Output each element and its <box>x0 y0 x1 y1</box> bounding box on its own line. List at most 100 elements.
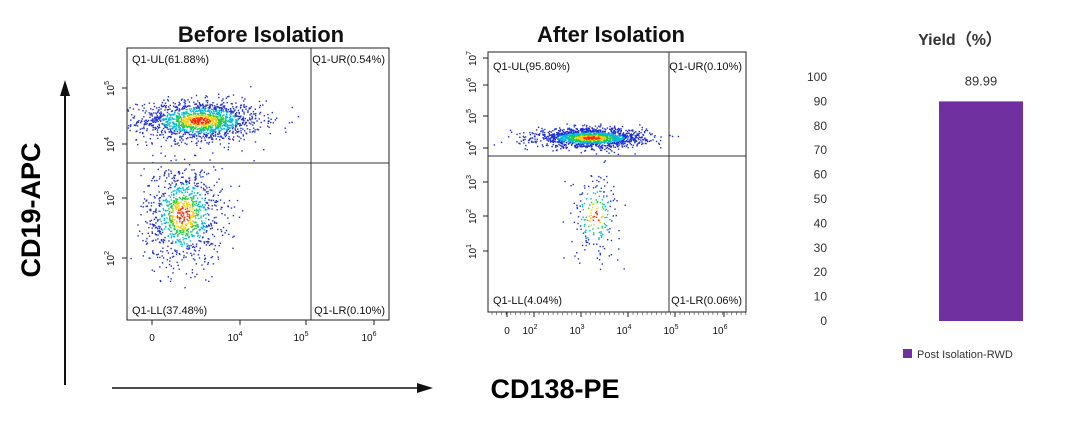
scatter-point <box>588 140 590 143</box>
scatter-point <box>213 235 216 238</box>
scatter-point <box>179 135 181 138</box>
scatter-point <box>207 262 209 264</box>
tick-label: 0 <box>504 326 510 337</box>
scatter-point <box>165 139 167 142</box>
scatter-point <box>206 122 208 125</box>
scatter-point <box>173 202 176 204</box>
scatter-point <box>206 134 208 136</box>
scatter-point <box>183 255 185 257</box>
scatter-point <box>170 191 173 194</box>
scatter-point <box>258 106 261 109</box>
scatter-point <box>194 225 197 227</box>
scatter-point <box>604 217 606 219</box>
scatter-point <box>638 136 640 138</box>
scatter-point <box>181 199 183 201</box>
scatter-point <box>562 221 565 223</box>
scatter-point <box>599 145 602 148</box>
scatter-point <box>202 119 204 122</box>
scatter-point <box>601 216 603 218</box>
scatter-point <box>253 121 255 124</box>
scatter-point <box>238 216 241 218</box>
scatter-point <box>213 111 215 113</box>
scatter-point <box>617 148 620 150</box>
scatter-point <box>584 187 586 189</box>
scatter-point <box>184 104 186 106</box>
scatter-point <box>568 141 570 143</box>
scatter-point <box>204 108 206 111</box>
scatter-point <box>143 116 145 118</box>
scatter-point <box>577 145 579 148</box>
scatter-point <box>192 126 194 129</box>
scatter-point <box>235 119 237 121</box>
scatter-point <box>543 138 545 140</box>
scatter-point <box>564 132 567 134</box>
scatter-point <box>215 205 217 207</box>
scatter-point <box>186 210 188 212</box>
scatter-point <box>195 106 197 109</box>
scatter-point <box>622 140 625 143</box>
scatter-point <box>614 128 617 131</box>
scatter-point <box>189 126 191 128</box>
scatter-point <box>151 142 153 144</box>
scatter-point <box>221 103 223 105</box>
scatter-point <box>210 125 212 127</box>
scatter-point <box>608 135 611 137</box>
scatter-point <box>582 205 584 208</box>
scatter-point <box>154 180 156 182</box>
scatter-point <box>222 114 224 116</box>
scatter-point <box>172 122 174 125</box>
scatter-point <box>227 146 230 148</box>
scatter-point <box>181 225 183 227</box>
scatter-point <box>159 230 161 233</box>
scatter-point <box>580 152 582 154</box>
scatter-point <box>558 135 560 137</box>
scatter-point <box>607 141 610 143</box>
scatter-point <box>197 197 199 200</box>
scatter-point <box>226 123 228 126</box>
scatter-point <box>193 115 195 117</box>
scatter-point <box>572 134 574 137</box>
scatter-point <box>552 141 555 144</box>
scatter-point <box>191 117 193 119</box>
scatter-point <box>535 133 538 135</box>
scatter-point <box>621 138 623 140</box>
scatter-point <box>602 134 604 137</box>
scatter-point <box>509 129 512 132</box>
scatter-point <box>135 130 137 133</box>
scatter-point <box>180 231 182 234</box>
scatter-point <box>600 132 603 134</box>
scatter-point <box>629 142 631 145</box>
tick-label: 107 <box>466 51 479 66</box>
scatter-point <box>157 185 160 187</box>
scatter-point <box>206 173 208 175</box>
scatter-point <box>197 128 200 130</box>
scatter-point <box>230 110 232 112</box>
scatter-point <box>208 199 210 201</box>
scatter-point <box>198 217 200 220</box>
scatter-point <box>596 140 599 143</box>
scatter-point <box>130 119 132 121</box>
scatter-point <box>234 116 236 118</box>
scatter-point <box>592 143 595 145</box>
scatter-point <box>152 121 154 124</box>
scatter-point <box>216 118 218 121</box>
scatter-point <box>204 109 206 112</box>
scatter-point <box>212 138 214 141</box>
scatter-point <box>177 115 180 118</box>
scatter-point <box>168 183 170 185</box>
scatter-point <box>232 108 235 110</box>
scatter-point <box>142 132 144 135</box>
scatter-point <box>224 121 226 123</box>
scatter-point <box>201 169 203 171</box>
scatter-point <box>669 134 671 137</box>
scatter-point <box>518 142 520 144</box>
scatter-point <box>187 228 190 230</box>
scatter-point <box>191 272 194 274</box>
scatter-point <box>195 173 197 175</box>
scatter-point <box>155 116 157 119</box>
scatter-point <box>225 117 227 119</box>
scatter-point <box>177 235 179 237</box>
scatter-point <box>632 130 634 132</box>
scatter-point <box>565 144 567 146</box>
scatter-point <box>183 241 185 243</box>
